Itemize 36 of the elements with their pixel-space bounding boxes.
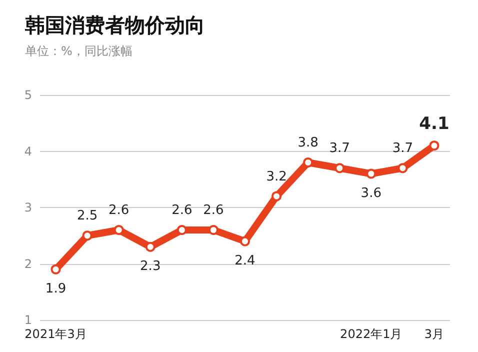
point (334, 163, 345, 174)
data-label: 4.1 (419, 114, 450, 134)
point (208, 225, 218, 235)
y-tick-label: 4 (24, 144, 32, 158)
data-label: 2.5 (76, 208, 98, 224)
point (50, 264, 61, 274)
data-label: 2.4 (234, 253, 256, 268)
point (240, 236, 250, 246)
data-label: 3.7 (392, 141, 414, 156)
point (398, 163, 408, 174)
data-label: 2.3 (140, 258, 161, 274)
chart-subtitle: 单位：%，同比涨幅 (25, 44, 132, 58)
point (272, 191, 282, 202)
point (429, 140, 440, 151)
point (366, 168, 376, 179)
x-tick-label: 3月 (424, 327, 444, 341)
chart-title: 韩国消费者物价动向 (24, 13, 205, 37)
data-label: 3.8 (298, 136, 318, 150)
point (145, 242, 156, 252)
x-tick-label: 2021年3月 (24, 327, 87, 341)
data-label: 1.9 (45, 281, 66, 296)
point (114, 225, 124, 235)
x-tick-label: 2022年1月 (340, 327, 402, 341)
data-label: 2.6 (203, 203, 224, 218)
data-label: 3.7 (329, 141, 350, 156)
y-tick-label: 3 (24, 200, 32, 214)
y-tick-label: 1 (24, 313, 32, 327)
point (82, 230, 92, 241)
y-tick-label: 2 (24, 256, 32, 271)
y-tick-label: 5 (24, 88, 32, 102)
data-label: 2.6 (108, 203, 130, 218)
point (303, 158, 314, 168)
point (176, 225, 187, 235)
data-label: 3.6 (360, 186, 382, 201)
data-label: 2.6 (172, 203, 192, 218)
data-label: 3.2 (266, 169, 287, 184)
